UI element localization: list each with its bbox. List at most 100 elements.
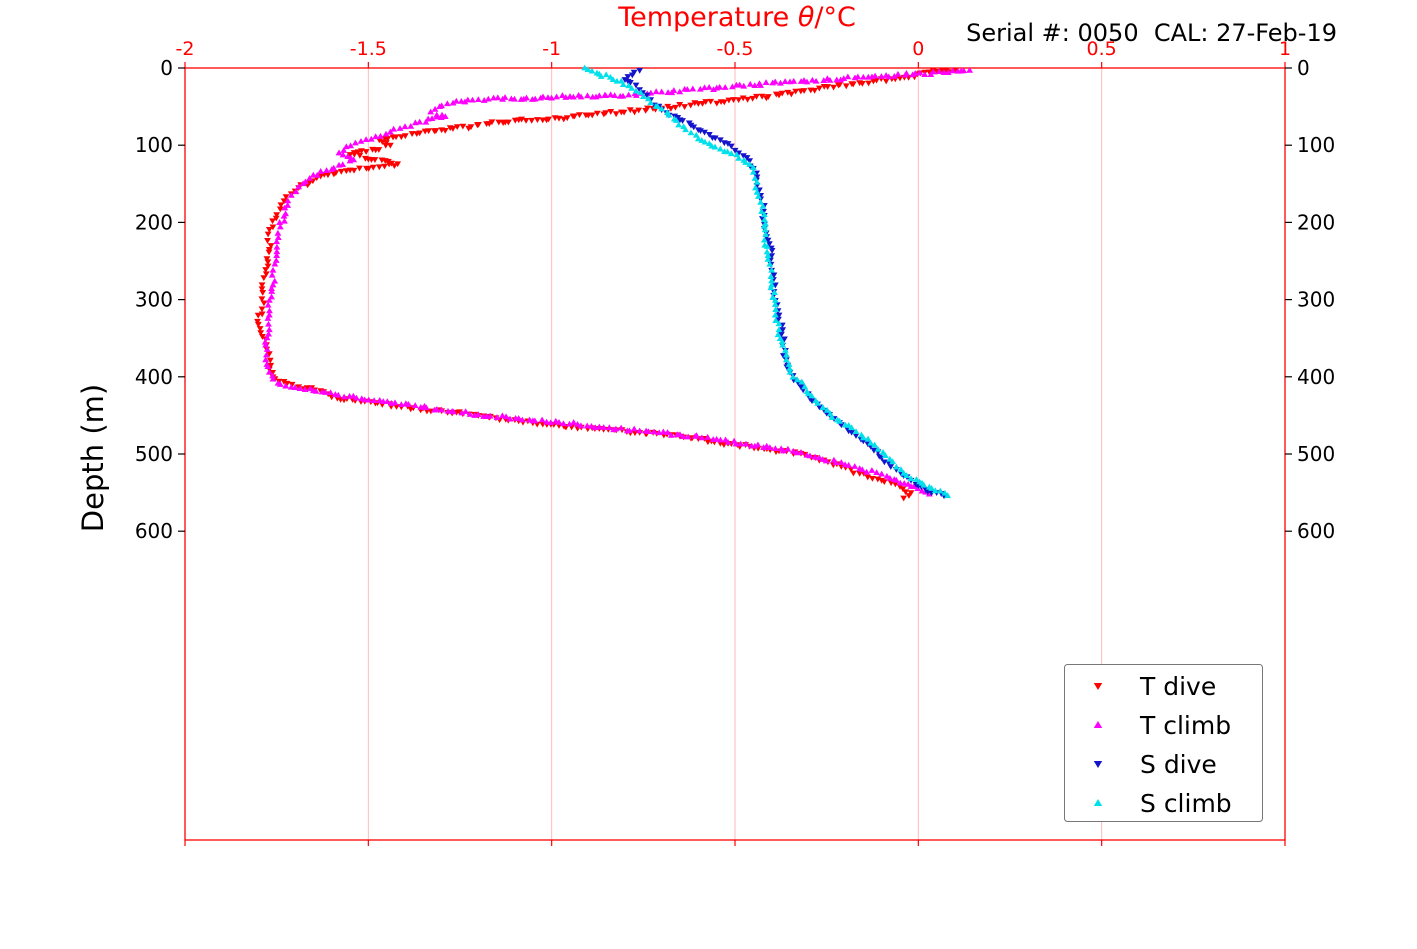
scatter-marker xyxy=(469,96,476,103)
depth-tick-label-right: 600 xyxy=(1297,519,1335,543)
scatter-marker xyxy=(870,78,877,85)
scatter-marker xyxy=(771,296,779,303)
scatter-marker xyxy=(575,91,582,98)
scatter-marker xyxy=(628,84,636,91)
scatter-series-container xyxy=(254,64,974,502)
scatter-marker xyxy=(806,452,814,459)
scatter-marker xyxy=(273,252,281,258)
scatter-marker xyxy=(753,188,761,195)
scatter-marker xyxy=(865,80,873,87)
scatter-marker xyxy=(931,487,939,494)
scatter-marker xyxy=(864,435,872,442)
scatter-marker xyxy=(518,416,526,423)
scatter-marker xyxy=(766,444,774,451)
scatter-marker xyxy=(269,218,276,225)
scatter-marker xyxy=(281,217,288,224)
scatter-marker xyxy=(636,87,644,94)
scatter-marker xyxy=(258,282,266,289)
scatter-marker xyxy=(453,124,461,131)
depth-tick-label-right: 0 xyxy=(1297,56,1310,80)
scatter-marker xyxy=(576,112,583,119)
scatter-marker xyxy=(367,135,375,142)
scatter-marker xyxy=(925,69,933,76)
scatter-marker xyxy=(363,165,370,172)
scatter-marker xyxy=(391,399,399,406)
scatter-marker xyxy=(658,88,666,95)
scatter-marker xyxy=(265,351,273,358)
scatter-marker xyxy=(728,83,736,90)
scatter-marker xyxy=(433,405,441,412)
scatter-marker xyxy=(280,379,288,385)
scatter-marker xyxy=(874,445,882,452)
scatter-marker xyxy=(786,365,794,372)
scatter-marker xyxy=(385,161,393,168)
legend-marker-s-climb xyxy=(1093,799,1103,806)
scatter-marker xyxy=(339,151,347,158)
scatter-marker xyxy=(758,93,766,100)
scatter-marker xyxy=(804,390,812,397)
scatter-marker xyxy=(635,107,643,114)
scatter-marker xyxy=(778,331,785,338)
scatter-marker xyxy=(778,90,786,97)
scatter-marker xyxy=(273,212,281,219)
scatter-marker xyxy=(859,434,867,441)
scatter-marker xyxy=(811,453,819,460)
scatter-marker xyxy=(282,194,290,201)
scatter-marker xyxy=(664,429,671,435)
scatter-marker xyxy=(701,84,708,91)
scatter-marker xyxy=(577,422,585,429)
scatter-marker xyxy=(350,151,358,158)
scatter-marker xyxy=(823,457,830,464)
scatter-marker xyxy=(851,463,859,469)
scatter-marker xyxy=(276,206,284,213)
scatter-marker xyxy=(724,439,732,445)
scatter-marker xyxy=(499,120,507,126)
scatter-marker xyxy=(913,476,920,482)
scatter-marker xyxy=(890,72,898,79)
scatter-marker xyxy=(450,408,457,415)
scatter-marker xyxy=(628,72,636,79)
scatter-marker xyxy=(909,71,917,78)
scatter-marker xyxy=(768,247,776,254)
scatter-marker xyxy=(798,378,806,385)
scatter-marker xyxy=(770,272,778,279)
scatter-marker xyxy=(543,418,551,425)
scatter-marker xyxy=(707,98,715,105)
scatter-marker xyxy=(584,66,592,72)
scatter-marker xyxy=(744,96,751,103)
depth-tick-label-left: 300 xyxy=(135,288,173,312)
scatter-marker xyxy=(268,285,275,291)
scatter-marker xyxy=(537,94,545,101)
scatter-marker xyxy=(436,103,444,110)
scatter-marker xyxy=(819,456,827,462)
temperature-tick-label: 0.5 xyxy=(1087,38,1117,60)
scatter-marker xyxy=(658,105,666,112)
scatter-marker xyxy=(256,326,264,332)
scatter-marker xyxy=(271,260,279,267)
scatter-marker xyxy=(394,161,402,168)
scatter-marker xyxy=(600,111,608,118)
legend-label-t-climb: T climb xyxy=(1139,711,1231,740)
scatter-marker xyxy=(713,100,721,107)
scatter-marker xyxy=(393,404,400,410)
scatter-marker xyxy=(870,447,878,454)
scatter-marker xyxy=(258,306,266,313)
scatter-marker xyxy=(626,107,634,114)
scatter-marker xyxy=(704,433,712,440)
scatter-marker xyxy=(357,137,365,144)
scatter-marker xyxy=(848,429,856,436)
scatter-marker xyxy=(438,406,446,413)
scatter-marker xyxy=(296,385,304,391)
scatter-marker xyxy=(966,66,974,73)
scatter-marker xyxy=(731,147,739,154)
scatter-marker xyxy=(654,103,662,109)
scatter-marker xyxy=(264,263,272,270)
temperature-tick-label: -1.5 xyxy=(350,38,387,60)
scatter-marker xyxy=(626,427,633,434)
scatter-marker xyxy=(643,92,651,99)
scatter-marker xyxy=(739,95,747,102)
legend-marker-s-dive xyxy=(1093,761,1103,768)
scatter-marker xyxy=(262,356,270,363)
scatter-marker xyxy=(880,479,888,486)
